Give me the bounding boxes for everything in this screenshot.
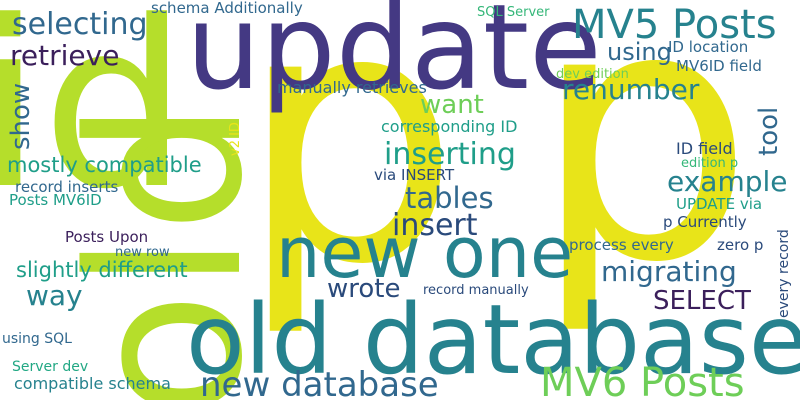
word-dev-edition: dev edition — [556, 67, 629, 82]
word-mv5-posts: MV5 Posts — [572, 2, 777, 48]
word-sql-server: SQL Server — [477, 5, 550, 20]
word-p-right: p — [532, 0, 755, 339]
word-new-database: new database — [200, 365, 439, 400]
word-v2-id: v2 ID — [228, 122, 243, 156]
word-using-sql: using SQL — [2, 331, 72, 347]
word-wrote: wrote — [327, 274, 401, 304]
word-p-left: p — [238, 0, 461, 341]
word-record-manually: record manually — [423, 283, 529, 298]
word-mv6-posts: MV6 Posts — [540, 360, 745, 400]
word-via-insert: via INSERT — [374, 166, 455, 184]
word-old-database: old database — [186, 284, 800, 396]
word-mv6id-field: MV6ID field — [676, 57, 762, 75]
word-process-every: process every — [569, 236, 674, 254]
word-posts-upon: Posts Upon — [65, 228, 149, 246]
word-manually-retrieves: manually retrieves — [277, 78, 427, 97]
word-new-one: new one — [276, 212, 574, 294]
word-id-location: ID location — [668, 38, 749, 56]
word-inserting: inserting — [384, 137, 516, 172]
word-id-field: ID field — [676, 139, 733, 158]
word-show: show — [6, 82, 36, 150]
word-compatible-schema: compatible schema — [14, 374, 171, 393]
word-update: update — [186, 0, 602, 116]
word-every-record: every record — [776, 229, 792, 318]
word-mostly-compatible: mostly compatible — [7, 153, 202, 177]
word-p-currently: p Currently — [663, 213, 747, 231]
word-example: example — [667, 165, 788, 198]
word-update-via: UPDATE via — [676, 195, 763, 213]
word-migrating: migrating — [601, 255, 737, 288]
word-retrieve: retrieve — [10, 39, 120, 72]
word-select: SELECT — [653, 286, 751, 316]
word-corresponding-id: corresponding ID — [381, 117, 518, 136]
word-tool: tool — [754, 106, 784, 156]
word-selecting: selecting — [12, 7, 148, 42]
word-zero-p: zero p — [717, 236, 764, 254]
word-posts-mv6id: Posts MV6ID — [9, 191, 102, 209]
word-using-top: using — [607, 38, 672, 66]
word-schema-additionally: schema Additionally — [151, 0, 303, 17]
word-tables: tables — [405, 181, 494, 215]
word-renumber: renumber — [562, 73, 700, 106]
word-server-dev: Server dev — [12, 359, 89, 375]
word-edition-p: edition p — [681, 156, 739, 171]
word-id: id — [0, 0, 188, 240]
word-way: way — [26, 279, 83, 312]
word-slightly-different: slightly different — [16, 258, 188, 282]
word-new-row: new row — [115, 245, 170, 260]
word-record-inserts: record inserts — [15, 178, 119, 196]
word-insert: insert — [392, 208, 478, 243]
word-want: want — [420, 90, 484, 120]
